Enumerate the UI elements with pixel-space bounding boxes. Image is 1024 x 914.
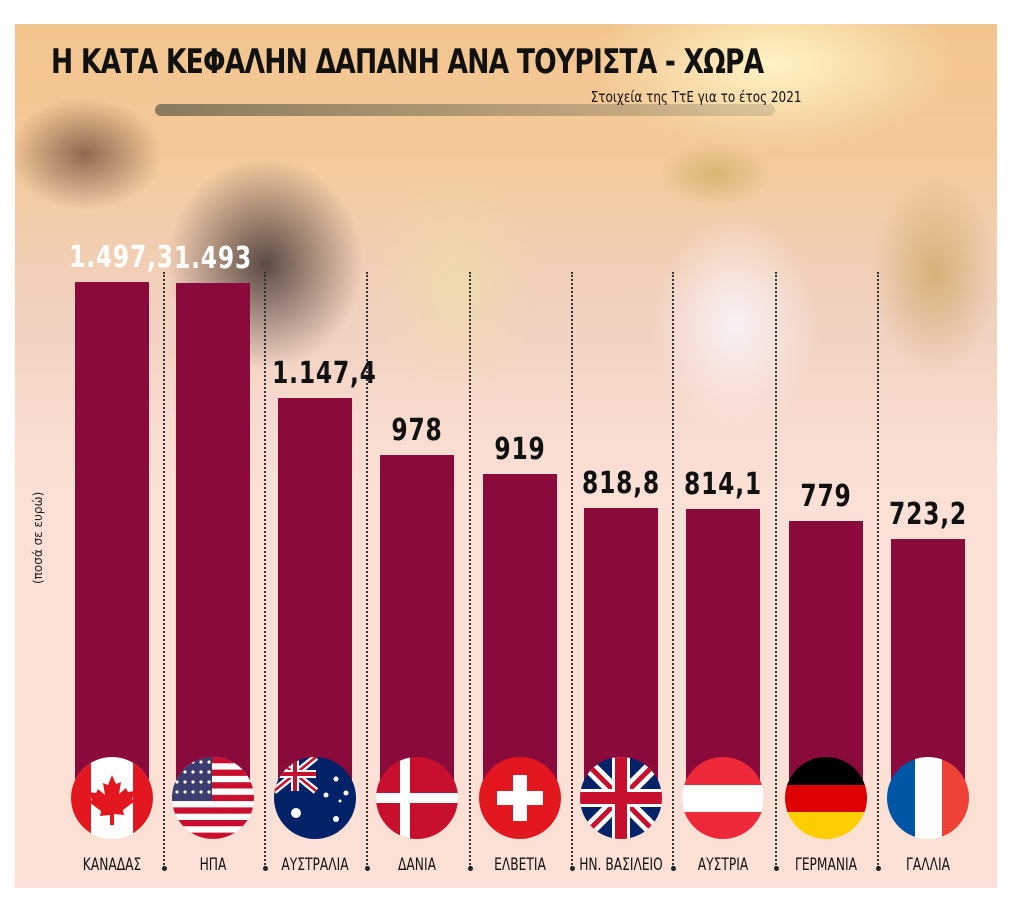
bar-value-label: 1.493 <box>174 241 252 276</box>
bar-value-label: 978 <box>391 413 443 448</box>
denmark-flag-icon <box>376 757 458 839</box>
bar-separator <box>571 272 573 868</box>
country-label: ΓΑΛΛΙΑ <box>906 855 950 875</box>
bar-separator <box>264 272 266 868</box>
chart-title: Η ΚΑΤΑ ΚΕΦΑΛΗΝ ΔΑΠΑΝΗ ΑΝΑ ΤΟΥΡΙΣΤΑ - ΧΩΡ… <box>51 42 764 82</box>
bar-7 <box>789 521 863 790</box>
chart-subtitle: Στοιχεία της ΤτΕ για το έτος 2021 <box>590 88 801 106</box>
uk-flag-icon <box>580 757 662 839</box>
separator-dot <box>467 866 473 871</box>
bar-4 <box>483 474 557 790</box>
bar-value-label: 818,8 <box>582 466 660 501</box>
bar-separator <box>877 272 879 868</box>
country-label: ΔΑΝΙΑ <box>398 855 436 875</box>
country-label: ΗΝ. ΒΑΣΙΛΕΙΟ <box>579 855 663 875</box>
background-island <box>155 104 775 116</box>
bar-1 <box>176 283 250 790</box>
bar-value-label: 1.497,3 <box>69 240 174 275</box>
bar-8 <box>891 539 965 790</box>
country-label: ΚΑΝΑΔΑΣ <box>82 855 142 875</box>
austria-flag-icon <box>682 757 764 839</box>
bar-separator <box>366 272 368 868</box>
bar-value-label: 919 <box>494 432 546 467</box>
bar-value-label: 779 <box>800 479 852 514</box>
country-label: ΓΕΡΜΑΝΙΑ <box>794 855 858 875</box>
country-label: ΕΛΒΕΤΙΑ <box>494 855 546 875</box>
bar-separator <box>469 272 471 868</box>
usa-flag-icon <box>172 757 254 839</box>
bar-0 <box>75 282 149 790</box>
separator-dot <box>773 866 779 871</box>
y-axis-label: (ποσά σε ευρώ) <box>31 491 45 584</box>
country-label: ΑΥΣΤΡΑΛΙΑ <box>281 855 349 875</box>
bar-3 <box>380 455 454 790</box>
separator-dot <box>364 866 370 871</box>
country-label: ΑΥΣΤΡΙΑ <box>697 855 749 875</box>
bar-value-label: 814,1 <box>684 467 762 502</box>
canada-flag-icon <box>71 757 153 839</box>
separator-dot <box>262 866 268 871</box>
france-flag-icon <box>887 757 969 839</box>
separator-dot <box>670 866 676 871</box>
germany-flag-icon <box>785 757 867 839</box>
bar-value-label: 723,2 <box>889 497 967 532</box>
separator-dot <box>875 866 881 871</box>
country-label: ΗΠΑ <box>199 855 227 875</box>
bar-5 <box>584 508 658 790</box>
separator-dot <box>161 866 167 871</box>
bar-6 <box>686 509 760 790</box>
bar-value-label: 1.147,4 <box>272 356 377 391</box>
australia-flag-icon <box>274 757 356 839</box>
bar-separator <box>163 272 165 868</box>
switzerland-flag-icon <box>479 757 561 839</box>
bar-separator <box>775 272 777 868</box>
bar-separator <box>672 272 674 868</box>
infographic-frame: Η ΚΑΤΑ ΚΕΦΑΛΗΝ ΔΑΠΑΝΗ ΑΝΑ ΤΟΥΡΙΣΤΑ - ΧΩΡ… <box>15 24 997 888</box>
separator-dot <box>569 866 575 871</box>
bar-2 <box>278 398 352 790</box>
